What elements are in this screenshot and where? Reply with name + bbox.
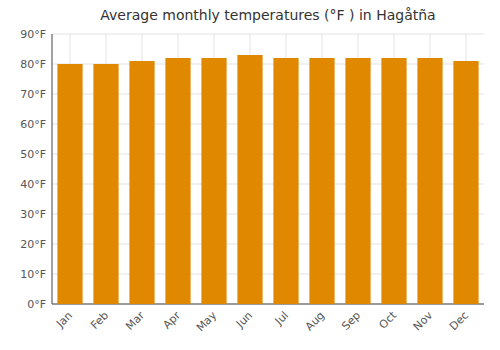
bar — [237, 55, 262, 304]
x-tick-label: Oct — [376, 308, 399, 331]
y-tick-label: 80°F — [20, 58, 46, 71]
bar — [417, 58, 442, 304]
y-tick-label: 30°F — [20, 208, 46, 221]
bar — [273, 58, 298, 304]
x-tick-label: Dec — [447, 309, 471, 333]
y-tick-label: 0°F — [27, 298, 46, 311]
x-tick-label: Nov — [411, 309, 436, 334]
x-tick-label: Jun — [233, 309, 255, 331]
y-tick-label: 70°F — [20, 88, 46, 101]
bar — [453, 61, 478, 304]
bar — [309, 58, 334, 304]
chart-container: Average monthly temperatures (°F ) in Ha… — [0, 0, 500, 350]
x-tick-label: May — [194, 309, 220, 335]
y-tick-label: 40°F — [20, 178, 46, 191]
bar — [345, 58, 370, 304]
bar — [57, 64, 82, 304]
bars — [57, 55, 478, 304]
y-grid-line — [52, 34, 484, 35]
y-tick-label: 20°F — [20, 238, 46, 251]
y-tick-label: 10°F — [20, 268, 46, 281]
bar — [165, 58, 190, 304]
x-tick-label: Sep — [339, 309, 363, 333]
y-axis-line — [52, 34, 53, 304]
x-tick-label: Apr — [160, 309, 183, 332]
x-tick-label: Aug — [303, 309, 327, 333]
x-tick-label: Mar — [123, 309, 147, 333]
grid — [52, 34, 484, 304]
y-tick-label: 60°F — [20, 118, 46, 131]
bar — [201, 58, 226, 304]
x-tick-label: Jul — [272, 309, 291, 328]
bar — [381, 58, 406, 304]
y-tick-label: 90°F — [20, 28, 46, 41]
x-tick-label: Jan — [53, 309, 75, 331]
chart-svg: Average monthly temperatures (°F ) in Ha… — [0, 0, 500, 350]
bar — [93, 64, 118, 304]
axes: 0°F 10°F 20°F 30°F 40°F 50°F 60°F 70°F 80°F 90°F J… — [20, 28, 484, 334]
chart-title: Average monthly temperatures (°F ) in Ha… — [100, 7, 435, 23]
bar — [129, 61, 154, 304]
y-tick-label: 50°F — [20, 148, 46, 161]
x-tick-label: Feb — [88, 309, 111, 332]
